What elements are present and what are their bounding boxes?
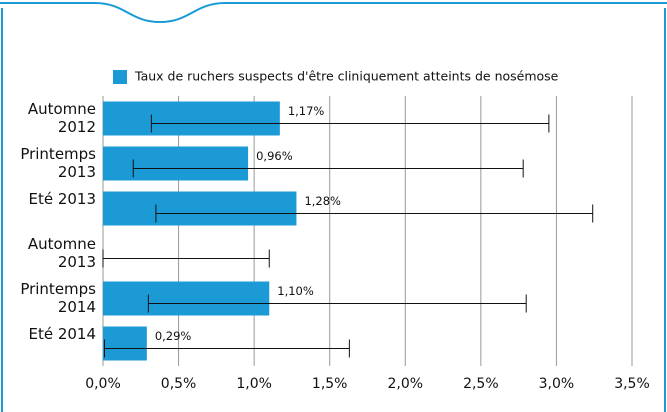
x-tick-label: 1,5% [312,376,348,392]
bar [103,281,270,316]
value-label: 1,10% [277,284,314,298]
value-label: 1,28% [304,194,341,208]
y-tick-label: Eté 2013 [28,189,96,208]
x-tick-label: 0,0% [85,376,121,392]
x-tick-label: 3,0% [539,376,575,392]
x-tick-label: 2,5% [463,376,499,392]
x-tick-label: 2,0% [387,376,423,392]
legend-label: Taux de ruchers suspects d'être clinique… [134,69,559,84]
bar [103,191,297,226]
x-tick-label: 3,5% [614,376,650,392]
frame [1,8,666,412]
value-label: 0,96% [256,149,293,163]
y-tick-label: Printemps 2013 [20,144,96,181]
bar [103,326,147,361]
y-tick-label: Automne 2013 [27,234,96,271]
x-tick-label: 1,0% [236,376,272,392]
value-label: 0,29% [155,329,192,343]
y-tick-label: Eté 2014 [28,324,96,343]
y-tick-label: Printemps 2014 [20,279,96,316]
legend-swatch [113,70,127,84]
bar [103,146,249,181]
wave-decoration [0,1,667,24]
x-tick-label: 0,5% [161,376,197,392]
y-tick-label: Automne 2012 [27,99,96,136]
bar [103,101,280,136]
value-label: 1,17% [288,104,325,118]
